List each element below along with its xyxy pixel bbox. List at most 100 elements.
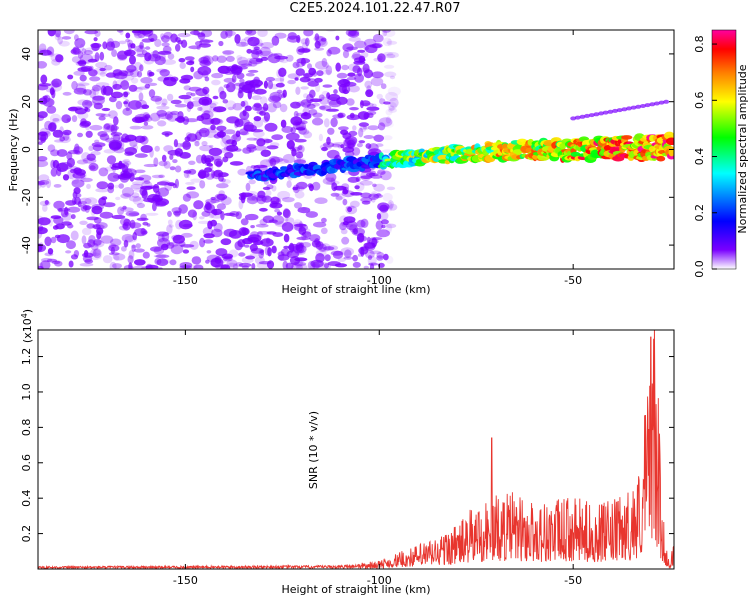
noise-blob bbox=[239, 110, 250, 120]
noise-blob bbox=[172, 159, 178, 164]
noise-blob bbox=[53, 184, 62, 188]
noise-blob bbox=[216, 55, 227, 63]
noise-blob bbox=[352, 261, 361, 268]
noise-blob bbox=[302, 231, 312, 238]
noise-blob bbox=[71, 115, 78, 123]
noise-blob bbox=[350, 200, 360, 208]
noise-blob bbox=[117, 206, 125, 216]
noise-blob bbox=[283, 217, 289, 222]
noise-blob bbox=[225, 100, 237, 111]
noise-blob bbox=[377, 53, 386, 63]
noise-blob bbox=[296, 181, 308, 190]
noise-blob bbox=[177, 32, 191, 38]
noise-blob bbox=[274, 221, 287, 227]
ridge-blob bbox=[566, 151, 572, 157]
noise-blob bbox=[67, 223, 74, 229]
noise-blob bbox=[386, 186, 396, 191]
noise-blob bbox=[129, 69, 140, 78]
noise-blob bbox=[128, 84, 138, 92]
noise-blob bbox=[181, 232, 193, 238]
noise-blob bbox=[163, 145, 174, 153]
noise-blob bbox=[84, 30, 99, 35]
noise-blob bbox=[154, 258, 159, 264]
noise-blob bbox=[346, 76, 357, 81]
noise-blob bbox=[333, 185, 347, 191]
noise-blob bbox=[326, 136, 331, 145]
chart-title: C2E5.2024.101.22.47.R07 bbox=[289, 1, 461, 16]
noise-blob bbox=[125, 210, 140, 217]
noise-blob bbox=[265, 76, 275, 82]
x-axis-label: Height of straight line (km) bbox=[281, 283, 430, 296]
noise-blob bbox=[261, 195, 273, 203]
noise-blob bbox=[308, 109, 318, 116]
noise-blob bbox=[112, 80, 118, 90]
noise-blob bbox=[129, 125, 142, 130]
noise-blob bbox=[133, 248, 145, 253]
ridge-harmonic-blob bbox=[630, 105, 637, 110]
noise-blob bbox=[110, 238, 122, 247]
noise-blob bbox=[251, 49, 260, 60]
noise-blob bbox=[38, 215, 44, 225]
noise-blob bbox=[109, 96, 117, 103]
noise-blob bbox=[267, 53, 281, 64]
noise-blob bbox=[287, 251, 292, 256]
noise-blob bbox=[247, 69, 259, 73]
noise-blob bbox=[74, 196, 81, 205]
noise-blob bbox=[277, 254, 290, 261]
noise-blob bbox=[231, 74, 237, 84]
noise-blob bbox=[380, 170, 392, 181]
noise-blob bbox=[335, 195, 343, 201]
noise-blob bbox=[71, 179, 85, 188]
noise-blob bbox=[198, 127, 210, 138]
noise-blob bbox=[111, 214, 126, 220]
noise-blob bbox=[327, 46, 341, 55]
noise-blob bbox=[79, 74, 87, 82]
noise-blob bbox=[179, 262, 193, 269]
noise-blob bbox=[164, 132, 170, 138]
noise-blob bbox=[240, 38, 247, 47]
noise-blob bbox=[218, 40, 224, 47]
noise-blob bbox=[364, 44, 378, 54]
noise-blob bbox=[111, 135, 124, 140]
noise-blob bbox=[160, 179, 171, 186]
noise-blob bbox=[356, 143, 363, 148]
noise-blob bbox=[175, 219, 183, 230]
noise-blob bbox=[141, 125, 154, 130]
noise-blob bbox=[44, 200, 49, 205]
noise-blob bbox=[112, 83, 122, 90]
noise-blob bbox=[253, 102, 262, 108]
noise-blob bbox=[226, 259, 238, 267]
noise-blob bbox=[174, 165, 182, 173]
noise-blob bbox=[166, 93, 174, 102]
noise-blob bbox=[338, 83, 347, 94]
noise-blob bbox=[245, 182, 251, 192]
noise-blob bbox=[151, 174, 164, 179]
noise-blob bbox=[68, 260, 74, 268]
noise-blob bbox=[179, 62, 186, 69]
noise-blob bbox=[360, 218, 369, 228]
noise-blob bbox=[342, 132, 352, 140]
noise-blob bbox=[77, 132, 83, 138]
noise-blob bbox=[231, 64, 239, 71]
noise-blob bbox=[247, 36, 260, 47]
noise-blob bbox=[153, 157, 159, 167]
noise-blob bbox=[216, 125, 227, 132]
noise-blob bbox=[211, 79, 221, 86]
noise-blob bbox=[178, 58, 186, 63]
noise-blob bbox=[57, 36, 63, 45]
noise-blob bbox=[131, 244, 137, 249]
noise-blob bbox=[70, 230, 79, 241]
noise-blob bbox=[42, 95, 48, 100]
noise-blob bbox=[263, 139, 273, 143]
noise-blob bbox=[118, 160, 132, 166]
noise-blob bbox=[62, 174, 70, 181]
noise-blob bbox=[105, 137, 115, 143]
noise-blob bbox=[211, 170, 215, 179]
noise-blob bbox=[383, 64, 395, 69]
noise-blob bbox=[136, 47, 144, 56]
noise-blob bbox=[389, 75, 396, 80]
noise-blob bbox=[224, 152, 234, 159]
noise-blob bbox=[199, 216, 205, 220]
noise-blob bbox=[322, 177, 336, 185]
noise-blob bbox=[54, 33, 61, 41]
